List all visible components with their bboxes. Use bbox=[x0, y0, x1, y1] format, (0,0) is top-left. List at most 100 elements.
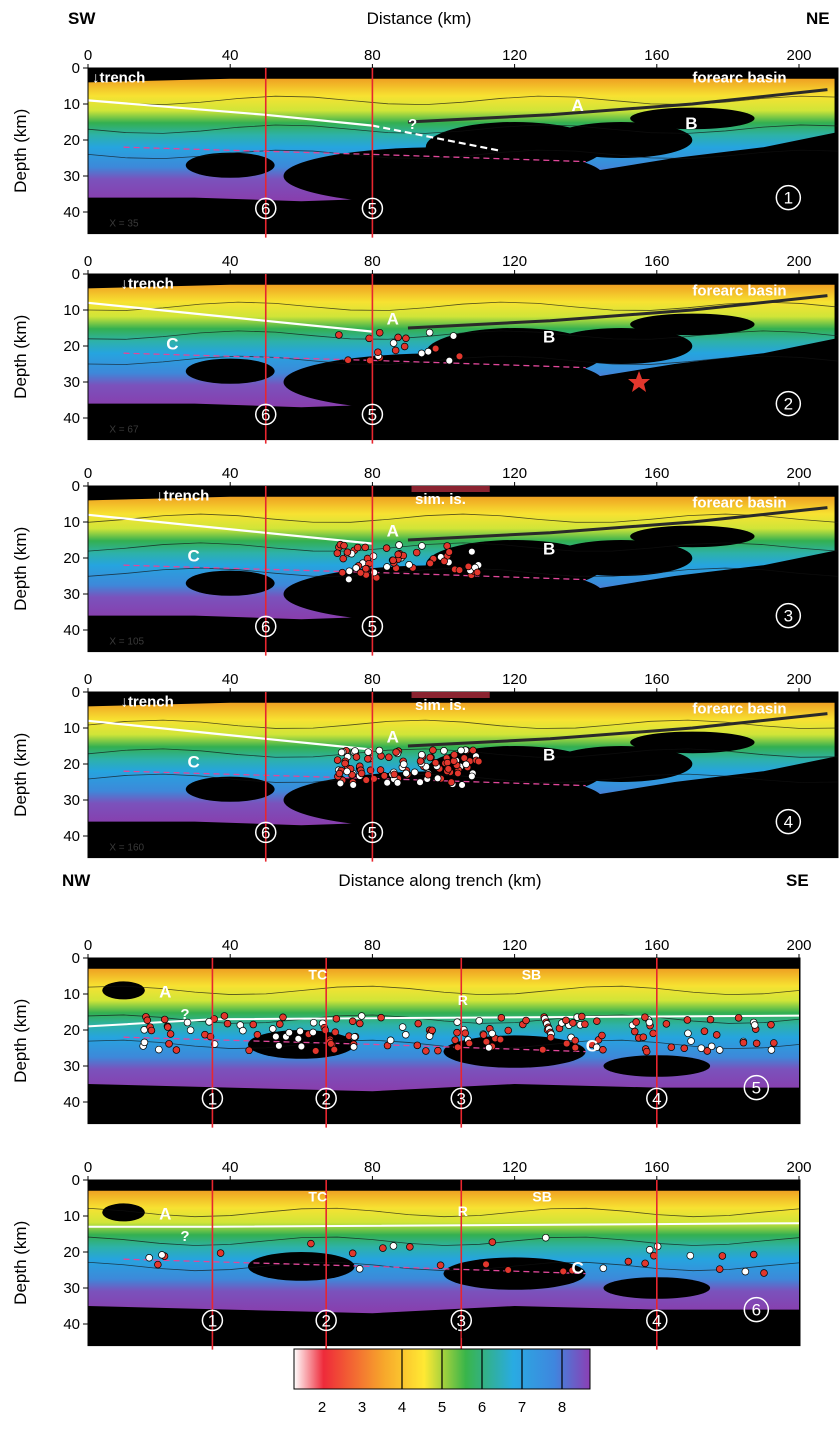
x-tick-label: 40 bbox=[222, 253, 239, 270]
region-label-a: A bbox=[159, 983, 171, 1002]
hypocenter-dot bbox=[749, 1250, 758, 1259]
section-number: 6 bbox=[261, 617, 270, 636]
hypocenter-dot bbox=[339, 554, 347, 563]
section-position-note: X = 160 bbox=[109, 842, 144, 853]
hypocenter-dot bbox=[377, 1013, 385, 1022]
section-number: 5 bbox=[368, 823, 377, 842]
hypocenter-dot bbox=[522, 1016, 530, 1025]
hypocenter-dot bbox=[164, 1023, 172, 1031]
x-tick-label: 40 bbox=[222, 465, 239, 482]
y-tick-label: 0 bbox=[72, 684, 80, 701]
hypocenter-dot bbox=[160, 1015, 169, 1024]
hypocenter-dot bbox=[341, 759, 349, 768]
x-axis-title-top: Distance (km) bbox=[367, 9, 472, 28]
x-tick-label: 200 bbox=[786, 253, 811, 270]
hypocenter-dot bbox=[642, 1047, 651, 1056]
hypocenter-dot bbox=[205, 1018, 213, 1026]
velocity-contour bbox=[87, 567, 839, 577]
unresolved-patch bbox=[102, 981, 145, 1000]
velocity-field bbox=[87, 1190, 801, 1314]
hypocenter-dot bbox=[697, 1044, 706, 1052]
hypocenter-dot bbox=[454, 769, 462, 778]
velocity-contour bbox=[87, 355, 839, 365]
hypocenter-dot bbox=[385, 753, 393, 761]
x-tick-label: 120 bbox=[502, 671, 527, 688]
hypocenter-dot bbox=[444, 765, 453, 773]
hypocenter-dot bbox=[357, 769, 366, 778]
trench-label: ↓trench bbox=[120, 275, 173, 292]
hypocenter-dot bbox=[335, 769, 344, 778]
panel-id: 5 bbox=[752, 1079, 761, 1098]
direction-label-se: SE bbox=[786, 871, 809, 890]
moho-dashed-line bbox=[123, 352, 586, 369]
sb-label: SB bbox=[532, 1189, 551, 1205]
tc-label: TC bbox=[308, 967, 327, 983]
x-tick-label: 120 bbox=[502, 465, 527, 482]
velocity-contour bbox=[87, 773, 839, 783]
section-number-circle bbox=[255, 821, 277, 844]
hypocenter-dot bbox=[485, 1043, 493, 1052]
y-axis-title: Depth (km) bbox=[11, 527, 30, 611]
forearc-basin-label: forearc basin bbox=[692, 701, 786, 718]
panel-frame bbox=[87, 273, 839, 441]
forearc-basin-label: forearc basin bbox=[692, 283, 786, 300]
y-tick-label: 0 bbox=[72, 1172, 80, 1189]
hypocenter-dot bbox=[389, 339, 398, 347]
hypocenter-dot bbox=[297, 1042, 306, 1051]
y-tick-label: 0 bbox=[72, 60, 80, 77]
hypocenter-dot bbox=[335, 331, 343, 339]
colorbar-tick-label: 4 bbox=[398, 1399, 406, 1416]
x-tick-label: 80 bbox=[364, 671, 381, 688]
hypocenter-dot bbox=[374, 348, 382, 356]
x-tick-label: 80 bbox=[364, 465, 381, 482]
x-tick-label: 40 bbox=[222, 47, 239, 64]
section-number: 2 bbox=[321, 1311, 330, 1330]
hypocenter-dot bbox=[338, 568, 347, 577]
x-tick-label: 0 bbox=[84, 253, 92, 270]
section-number: 6 bbox=[261, 823, 270, 842]
hypocenter-dot bbox=[382, 544, 391, 552]
hypocenter-dot bbox=[343, 767, 351, 776]
hypocenter-dot bbox=[395, 541, 403, 549]
hypocenter-dot bbox=[449, 332, 458, 340]
hypocenter-dot bbox=[479, 1031, 488, 1039]
hypocenter-dot bbox=[253, 1031, 262, 1039]
y-tick-label: 20 bbox=[63, 550, 80, 567]
hypocenter-dot bbox=[546, 1033, 555, 1042]
hypocenter-dot bbox=[245, 1046, 253, 1055]
hypocenter-dot bbox=[327, 1040, 335, 1048]
hypocenter-dot bbox=[504, 1266, 512, 1274]
hypocenter-dot bbox=[239, 1026, 247, 1035]
colorbar-tick-label: 7 bbox=[518, 1399, 526, 1416]
mainshock-star bbox=[628, 371, 651, 392]
x-tick-label: 120 bbox=[502, 47, 527, 64]
hypocenter-dot bbox=[383, 778, 391, 787]
unresolved-patch bbox=[283, 565, 604, 623]
y-axis-title: Depth (km) bbox=[11, 733, 30, 817]
hypocenter-dot bbox=[364, 748, 372, 756]
hypocenter-dot bbox=[345, 567, 354, 575]
hypocenter-dot bbox=[451, 1036, 459, 1044]
hypocenter-dot bbox=[433, 774, 442, 783]
hypocenter-dot bbox=[216, 1249, 225, 1257]
hypocenter-dot bbox=[362, 564, 370, 573]
x-tick-label: 80 bbox=[364, 253, 381, 270]
x-tick-label: 120 bbox=[502, 937, 527, 954]
velocity-contour bbox=[87, 1207, 801, 1218]
sim-island-bar bbox=[411, 486, 490, 492]
hypocenter-dot bbox=[398, 1023, 407, 1031]
hypocenter-dot bbox=[562, 1016, 570, 1025]
section-number: 2 bbox=[321, 1089, 330, 1108]
x-tick-label: 40 bbox=[222, 671, 239, 688]
colorbar: P velocity (km/s) 2 3 4 5 6 7 8 bbox=[293, 1323, 591, 1416]
velocity-contour bbox=[87, 719, 839, 729]
hypocenter-dot bbox=[155, 1045, 163, 1054]
hypocenter-dot bbox=[386, 1036, 395, 1045]
hypocenter-dot bbox=[569, 1019, 577, 1027]
hypocenter-dot bbox=[718, 1252, 727, 1260]
hypocenter-dot bbox=[414, 1019, 422, 1028]
hypocenter-dot bbox=[272, 1032, 280, 1041]
hypocenter-dot bbox=[653, 1242, 662, 1251]
hypocenter-dot bbox=[389, 556, 397, 565]
